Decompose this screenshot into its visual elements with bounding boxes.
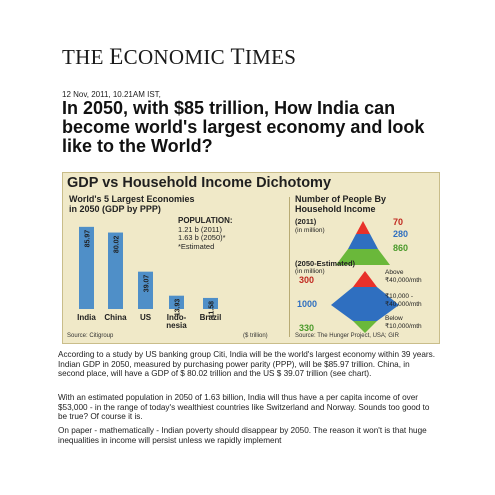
diamond-2050-middle [331, 287, 399, 321]
below-income-label: Below ₹10,000/mth [385, 315, 422, 330]
paragraph-1: According to a study by US banking group… [58, 350, 436, 378]
pyramid-2011-bottom [336, 249, 390, 265]
graphic-title: GDP vs Household Income Dichotomy [67, 175, 332, 191]
masthead-logo: THE ECONOMIC TIMES [62, 44, 297, 69]
year-2011-label: (2011) [295, 217, 317, 226]
category-label: India [77, 313, 96, 322]
middle-income-label: ₹10,000 - ₹40,000/mth [385, 293, 422, 308]
pyramid-2011-top [356, 221, 370, 234]
unit-note: ($ trillion) [243, 333, 268, 339]
population-box: POPULATION: 1.21 b (2011) 1.63 b (2050)*… [178, 216, 233, 251]
right-source: Source: The Hunger Project, USA; GIR [295, 333, 399, 339]
income-2011-middle-value: 280 [393, 229, 409, 239]
category-label: China [104, 313, 127, 322]
income-pyramid-2011 [336, 221, 390, 265]
paragraph-3: On paper - mathematically - Indian pover… [58, 426, 427, 445]
bar-value-label: 80.02 [114, 235, 121, 253]
bar-value-label: 13.93 [175, 299, 182, 317]
right-heading: Number of People By Household Income [295, 194, 387, 214]
gdp-bar-chart: 85.97 India 80.02 China 39.07 US 13.93Indo-nes… [77, 226, 222, 330]
category-label: Indo- [167, 313, 187, 322]
income-2050-bottom-value: 330 [299, 323, 315, 333]
pyramid-2011-middle [348, 234, 378, 249]
category-label: nesia [166, 321, 187, 330]
bar-value-label: 85.97 [85, 230, 92, 248]
income-2050-middle-value: 1000 [297, 299, 318, 309]
bar-indonesia [169, 295, 184, 309]
dateline: 12 Nov, 2011, 10.21AM IST, [62, 90, 161, 99]
left-heading: World's 5 Largest Economies in 2050 (GDP… [69, 194, 195, 214]
diamond-2050-bottom [353, 321, 377, 333]
income-2011-bottom-value: 860 [393, 243, 409, 253]
bar-us [138, 271, 153, 309]
paragraph-2: With an estimated population in 2050 of … [58, 393, 430, 421]
income-2050-top-value: 300 [299, 275, 315, 285]
graphic-divider [289, 197, 290, 337]
income-diamond-2050 [331, 271, 399, 333]
bar-brazil [203, 297, 218, 309]
diamond-2050-top [353, 271, 377, 287]
left-source: Source: Citigroup [67, 333, 114, 339]
income-2011-top-value: 70 [393, 217, 404, 227]
bar-value-label: 11.58 [209, 301, 216, 318]
bar-india [79, 226, 94, 309]
above-income-label: Above ₹40,000/mth [385, 269, 422, 284]
bar-china [108, 232, 123, 309]
in-million-label-2011: (in million) [295, 227, 325, 234]
category-label: US [140, 313, 152, 322]
headline: In 2050, with $85 trillion, How India ca… [62, 98, 425, 156]
in-million-label-2050: (in million) [295, 268, 325, 275]
year-2050-label: (2050-Estimated) [295, 259, 356, 268]
category-label: Brazil [200, 313, 222, 322]
infographic: GDP vs Household Income Dichotomy World'… [62, 172, 440, 344]
bar-value-label: 39.07 [144, 275, 151, 293]
